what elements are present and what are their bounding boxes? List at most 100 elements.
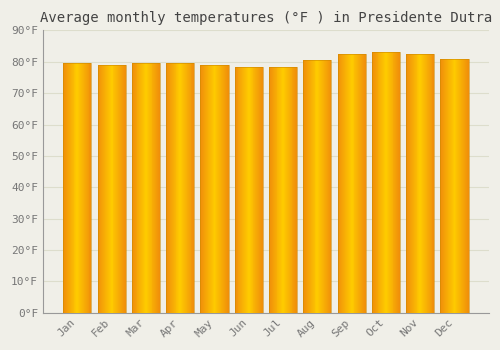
Bar bbox=[238, 66, 240, 313]
Bar bbox=[345, 54, 346, 313]
Bar bbox=[444, 59, 445, 313]
Bar bbox=[390, 52, 392, 313]
Bar bbox=[248, 66, 249, 313]
Bar bbox=[454, 59, 456, 313]
Bar bbox=[374, 52, 376, 313]
Bar bbox=[319, 60, 320, 313]
Bar bbox=[167, 63, 168, 313]
Bar bbox=[269, 66, 270, 313]
Bar bbox=[399, 52, 400, 313]
Bar bbox=[424, 54, 425, 313]
Bar bbox=[116, 65, 117, 313]
Bar bbox=[348, 54, 349, 313]
Bar bbox=[354, 54, 356, 313]
Bar bbox=[324, 60, 325, 313]
Bar bbox=[378, 52, 380, 313]
Bar bbox=[307, 60, 308, 313]
Bar bbox=[372, 52, 400, 313]
Bar bbox=[398, 52, 399, 313]
Bar bbox=[148, 63, 150, 313]
Bar bbox=[109, 65, 110, 313]
Bar bbox=[305, 60, 306, 313]
Bar bbox=[389, 52, 390, 313]
Bar bbox=[158, 63, 159, 313]
Bar bbox=[316, 60, 318, 313]
Bar bbox=[285, 66, 286, 313]
Bar bbox=[154, 63, 156, 313]
Bar bbox=[288, 66, 290, 313]
Bar bbox=[361, 54, 362, 313]
Bar bbox=[292, 66, 294, 313]
Bar bbox=[460, 59, 461, 313]
Bar bbox=[416, 54, 418, 313]
Bar bbox=[286, 66, 287, 313]
Bar bbox=[442, 59, 444, 313]
Bar bbox=[414, 54, 416, 313]
Bar bbox=[386, 52, 387, 313]
Bar bbox=[284, 66, 285, 313]
Bar bbox=[159, 63, 160, 313]
Bar bbox=[445, 59, 446, 313]
Bar bbox=[425, 54, 426, 313]
Bar bbox=[462, 59, 463, 313]
Bar bbox=[304, 60, 332, 313]
Bar bbox=[372, 52, 373, 313]
Bar bbox=[343, 54, 344, 313]
Bar bbox=[80, 63, 81, 313]
Bar bbox=[243, 66, 244, 313]
Bar bbox=[171, 63, 172, 313]
Bar bbox=[446, 59, 447, 313]
Bar bbox=[380, 52, 382, 313]
Bar bbox=[72, 63, 74, 313]
Bar bbox=[352, 54, 354, 313]
Bar bbox=[452, 59, 454, 313]
Bar bbox=[412, 54, 413, 313]
Bar bbox=[278, 66, 280, 313]
Bar bbox=[272, 66, 273, 313]
Bar bbox=[132, 63, 160, 313]
Bar bbox=[63, 63, 64, 313]
Bar bbox=[133, 63, 134, 313]
Bar bbox=[306, 60, 307, 313]
Bar bbox=[104, 65, 105, 313]
Bar bbox=[200, 65, 228, 313]
Bar bbox=[466, 59, 468, 313]
Bar bbox=[190, 63, 192, 313]
Bar bbox=[244, 66, 245, 313]
Bar bbox=[112, 65, 114, 313]
Bar bbox=[63, 63, 92, 313]
Bar bbox=[132, 63, 133, 313]
Bar bbox=[143, 63, 144, 313]
Bar bbox=[330, 60, 332, 313]
Bar bbox=[78, 63, 79, 313]
Bar bbox=[304, 60, 305, 313]
Bar bbox=[102, 65, 103, 313]
Bar bbox=[85, 63, 86, 313]
Bar bbox=[432, 54, 434, 313]
Bar bbox=[220, 65, 221, 313]
Bar bbox=[392, 52, 394, 313]
Bar bbox=[384, 52, 385, 313]
Bar bbox=[387, 52, 388, 313]
Bar bbox=[423, 54, 424, 313]
Bar bbox=[340, 54, 342, 313]
Bar bbox=[121, 65, 122, 313]
Bar bbox=[428, 54, 430, 313]
Bar bbox=[222, 65, 223, 313]
Bar bbox=[276, 66, 278, 313]
Bar bbox=[296, 66, 297, 313]
Bar bbox=[209, 65, 210, 313]
Bar bbox=[65, 63, 66, 313]
Bar bbox=[145, 63, 146, 313]
Bar bbox=[294, 66, 296, 313]
Bar bbox=[242, 66, 243, 313]
Bar bbox=[79, 63, 80, 313]
Bar bbox=[338, 54, 365, 313]
Bar bbox=[119, 65, 120, 313]
Bar bbox=[310, 60, 311, 313]
Bar bbox=[311, 60, 312, 313]
Bar bbox=[90, 63, 92, 313]
Bar bbox=[396, 52, 397, 313]
Bar bbox=[168, 63, 169, 313]
Bar bbox=[260, 66, 261, 313]
